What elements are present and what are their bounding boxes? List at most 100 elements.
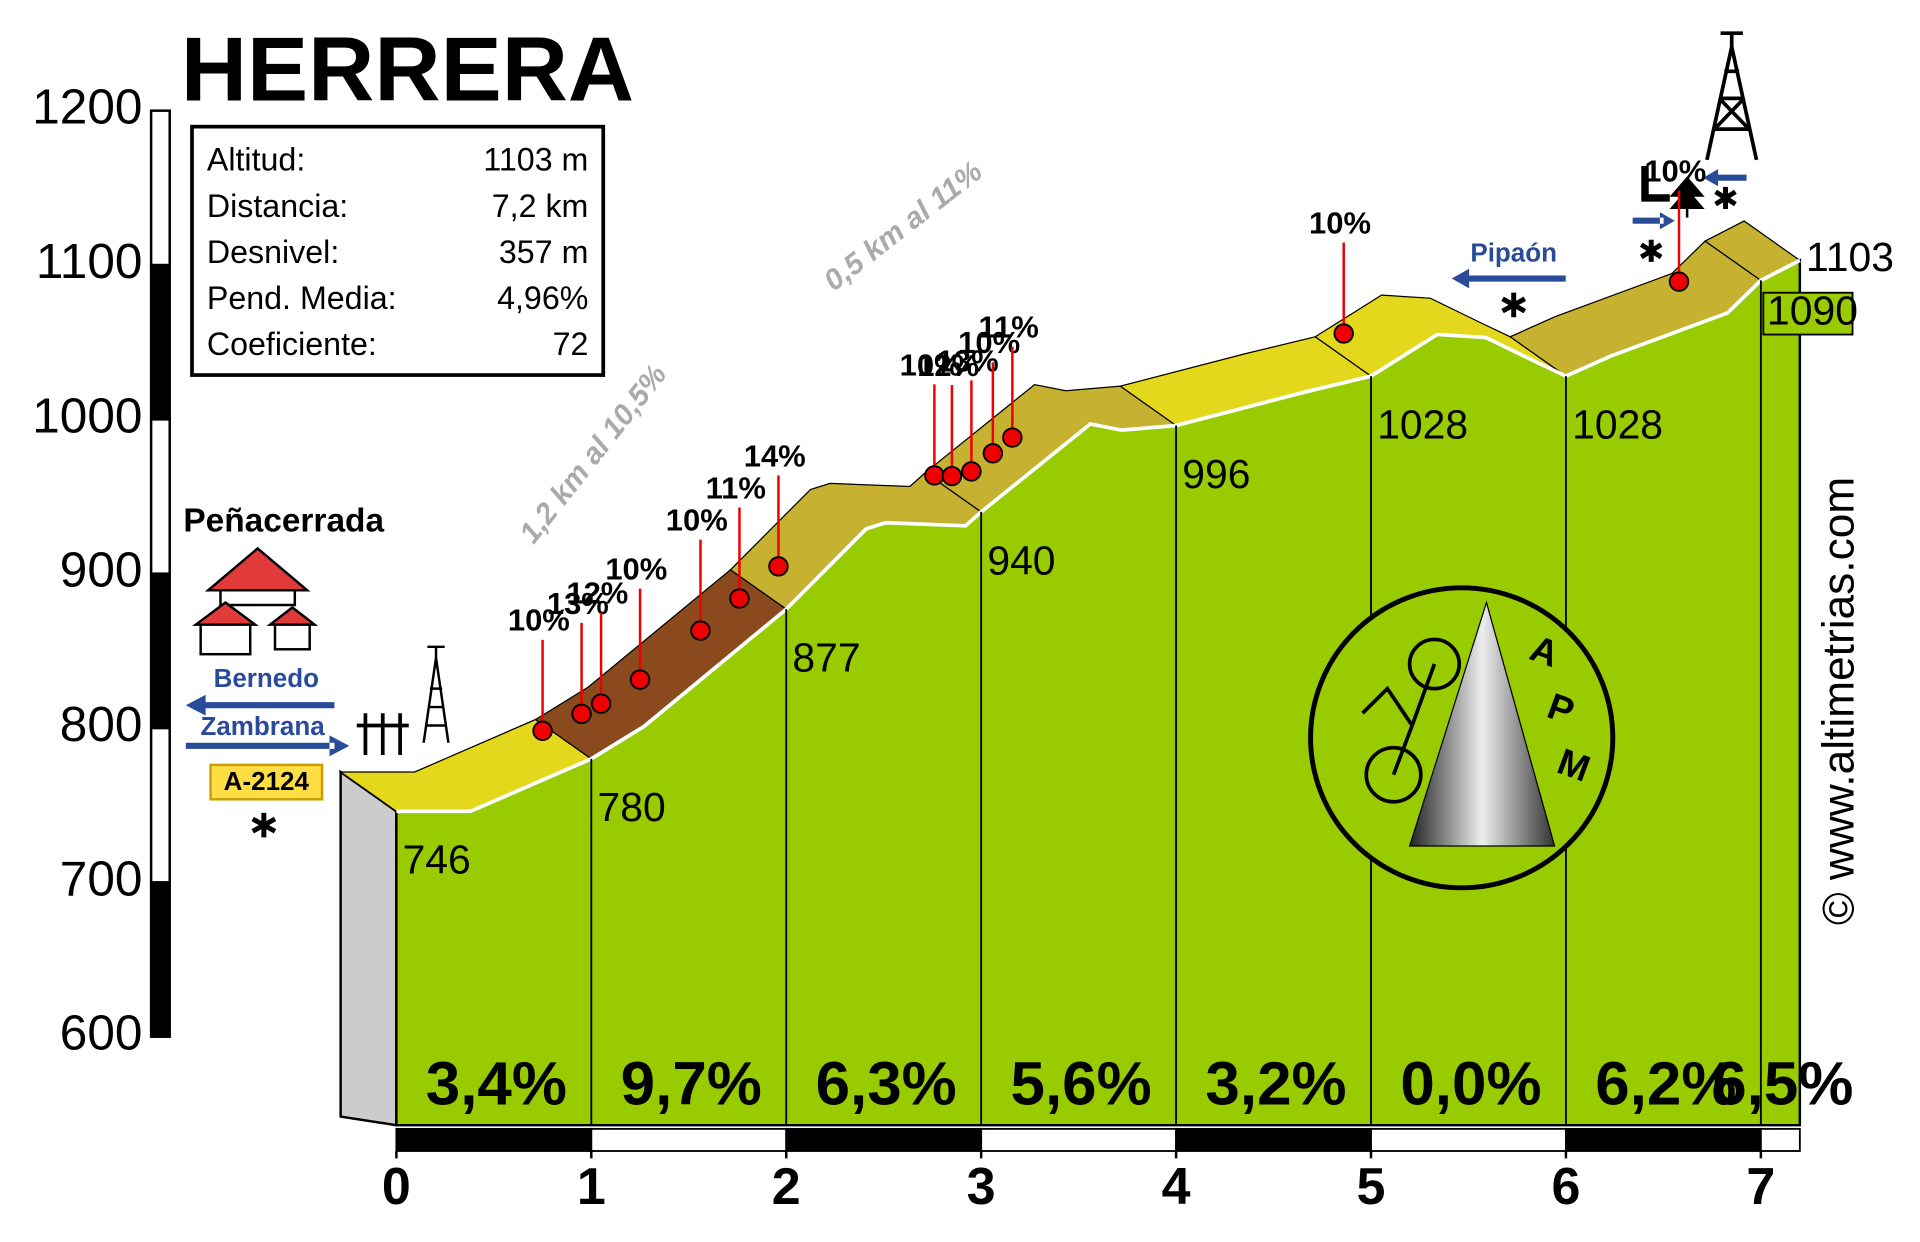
direction-label: Zambrana [200,713,325,741]
segment-gradient: 5,6% [1011,1050,1152,1119]
segment-gradient: 0,0% [1400,1050,1541,1119]
arrow [1451,268,1566,289]
x-tick-label: 2 [772,1157,801,1215]
x-tick-label: 6 [1551,1157,1580,1215]
x-tick-label: 0 [382,1157,411,1215]
road-label: A-2124 [224,768,310,796]
annotation: 1,2 km al 10,5% [513,359,673,550]
distance-bar [1175,1127,1372,1152]
distance-bar [395,1127,593,1152]
gradient-point [590,693,612,714]
x-tick-label: 5 [1357,1157,1386,1215]
segment-gradient: 6,5% [1712,1050,1853,1119]
gradient-label: 10% [666,503,728,538]
segment-gradient: 3,2% [1205,1050,1346,1119]
direction-label: Pipaón [1470,239,1557,267]
y-tick-label: 1100 [36,234,143,289]
chart-title: HERRERA [181,19,634,121]
asterisk [1714,186,1737,210]
stat-value: 4,96% [497,280,588,316]
stat-value: 357 m [499,234,588,270]
gradient-point [1002,427,1023,448]
gradient-label: 10% [1309,206,1371,241]
scale-segment [149,263,171,421]
stats-box [190,124,606,377]
scale-segment [149,418,171,575]
gradient-point [571,703,592,725]
stat-label: Pend. Media: [207,280,397,316]
y-tick-label: 600 [60,1006,143,1061]
gradient-label: 10% [1644,154,1706,189]
gradient-label: 10% [605,552,667,587]
gradient-point [941,465,963,487]
gradient-label: 10% [900,347,962,382]
segment-gradient: 6,2% [1595,1050,1736,1119]
gradient-point [629,669,651,690]
y-tick-label: 900 [60,543,143,598]
x-tick-label: 3 [967,1157,996,1215]
gradient-point [532,720,553,741]
altitude-label: 940 [987,537,1055,583]
gradient-label: 12% [566,576,628,611]
label-box [1762,291,1854,336]
stat-label: Coeficiente: [207,326,377,362]
altitude-label: 1028 [1377,402,1468,448]
logo: A P M [1308,585,1616,891]
gradient-label: 11% [706,471,766,506]
scale-segment [149,881,171,1038]
altitude-label: 1103 [1806,234,1894,280]
segment-gradient: 6,3% [816,1050,957,1119]
altitude-label: 1090 [1767,287,1858,333]
segment-gradient: 9,7% [621,1050,762,1119]
stat-value: 1103 m [483,142,588,178]
y-tick-label: 800 [60,697,143,752]
cross-icon [356,713,409,756]
gradient-label: 14% [744,438,806,473]
stat-value: 72 [553,326,589,362]
distance-bar [785,1127,983,1152]
shelter-icon [1641,166,1670,202]
distance-bar [980,1127,1178,1152]
asterisk [1639,239,1663,262]
y-tick-label: 700 [60,851,143,906]
asterisk [1501,292,1527,318]
stat-label: Distancia: [207,188,348,224]
scale-segment [149,572,171,730]
gradient-point [729,588,750,609]
gradient-label: 10% [508,603,570,638]
distance-bar [1565,1127,1762,1152]
gradient-label: 13% [547,586,609,621]
gradient-point [690,620,711,641]
gradient-label: 13% [937,343,999,378]
distance-bar [1370,1127,1567,1152]
place-label: Peñacerrada [183,502,384,539]
side-face [339,769,398,1127]
y-tick-label: 1000 [32,388,142,443]
x-tick-label: 7 [1746,1157,1775,1215]
asterisk [251,812,277,838]
gradient-point [768,556,789,577]
stat-value: 7,2 km [492,188,589,224]
scale-segment [149,726,171,884]
altitude-label: 780 [598,784,666,830]
arrow [1703,169,1747,187]
gradient-point [961,461,982,482]
direction-label: Bernedo [214,665,319,693]
x-tick-label: 4 [1162,1157,1191,1215]
x-tick-label: 1 [577,1157,606,1215]
village-icon [192,546,319,656]
annotation: 0,5 km al 11% [818,155,989,298]
credit: © www.altimetrias.com [1815,477,1864,925]
altitude-label: 877 [792,635,860,681]
gradient-point [924,465,945,486]
gradient-label: 10% [958,325,1020,360]
arrow [1632,212,1675,230]
tower-icon [1705,31,1759,161]
gradient-point [1333,323,1354,344]
tower-icon [422,645,450,743]
distance-bar [590,1127,788,1152]
gradient-label: 11% [979,310,1039,345]
road-box [209,763,324,801]
gradient-point [982,443,1004,464]
